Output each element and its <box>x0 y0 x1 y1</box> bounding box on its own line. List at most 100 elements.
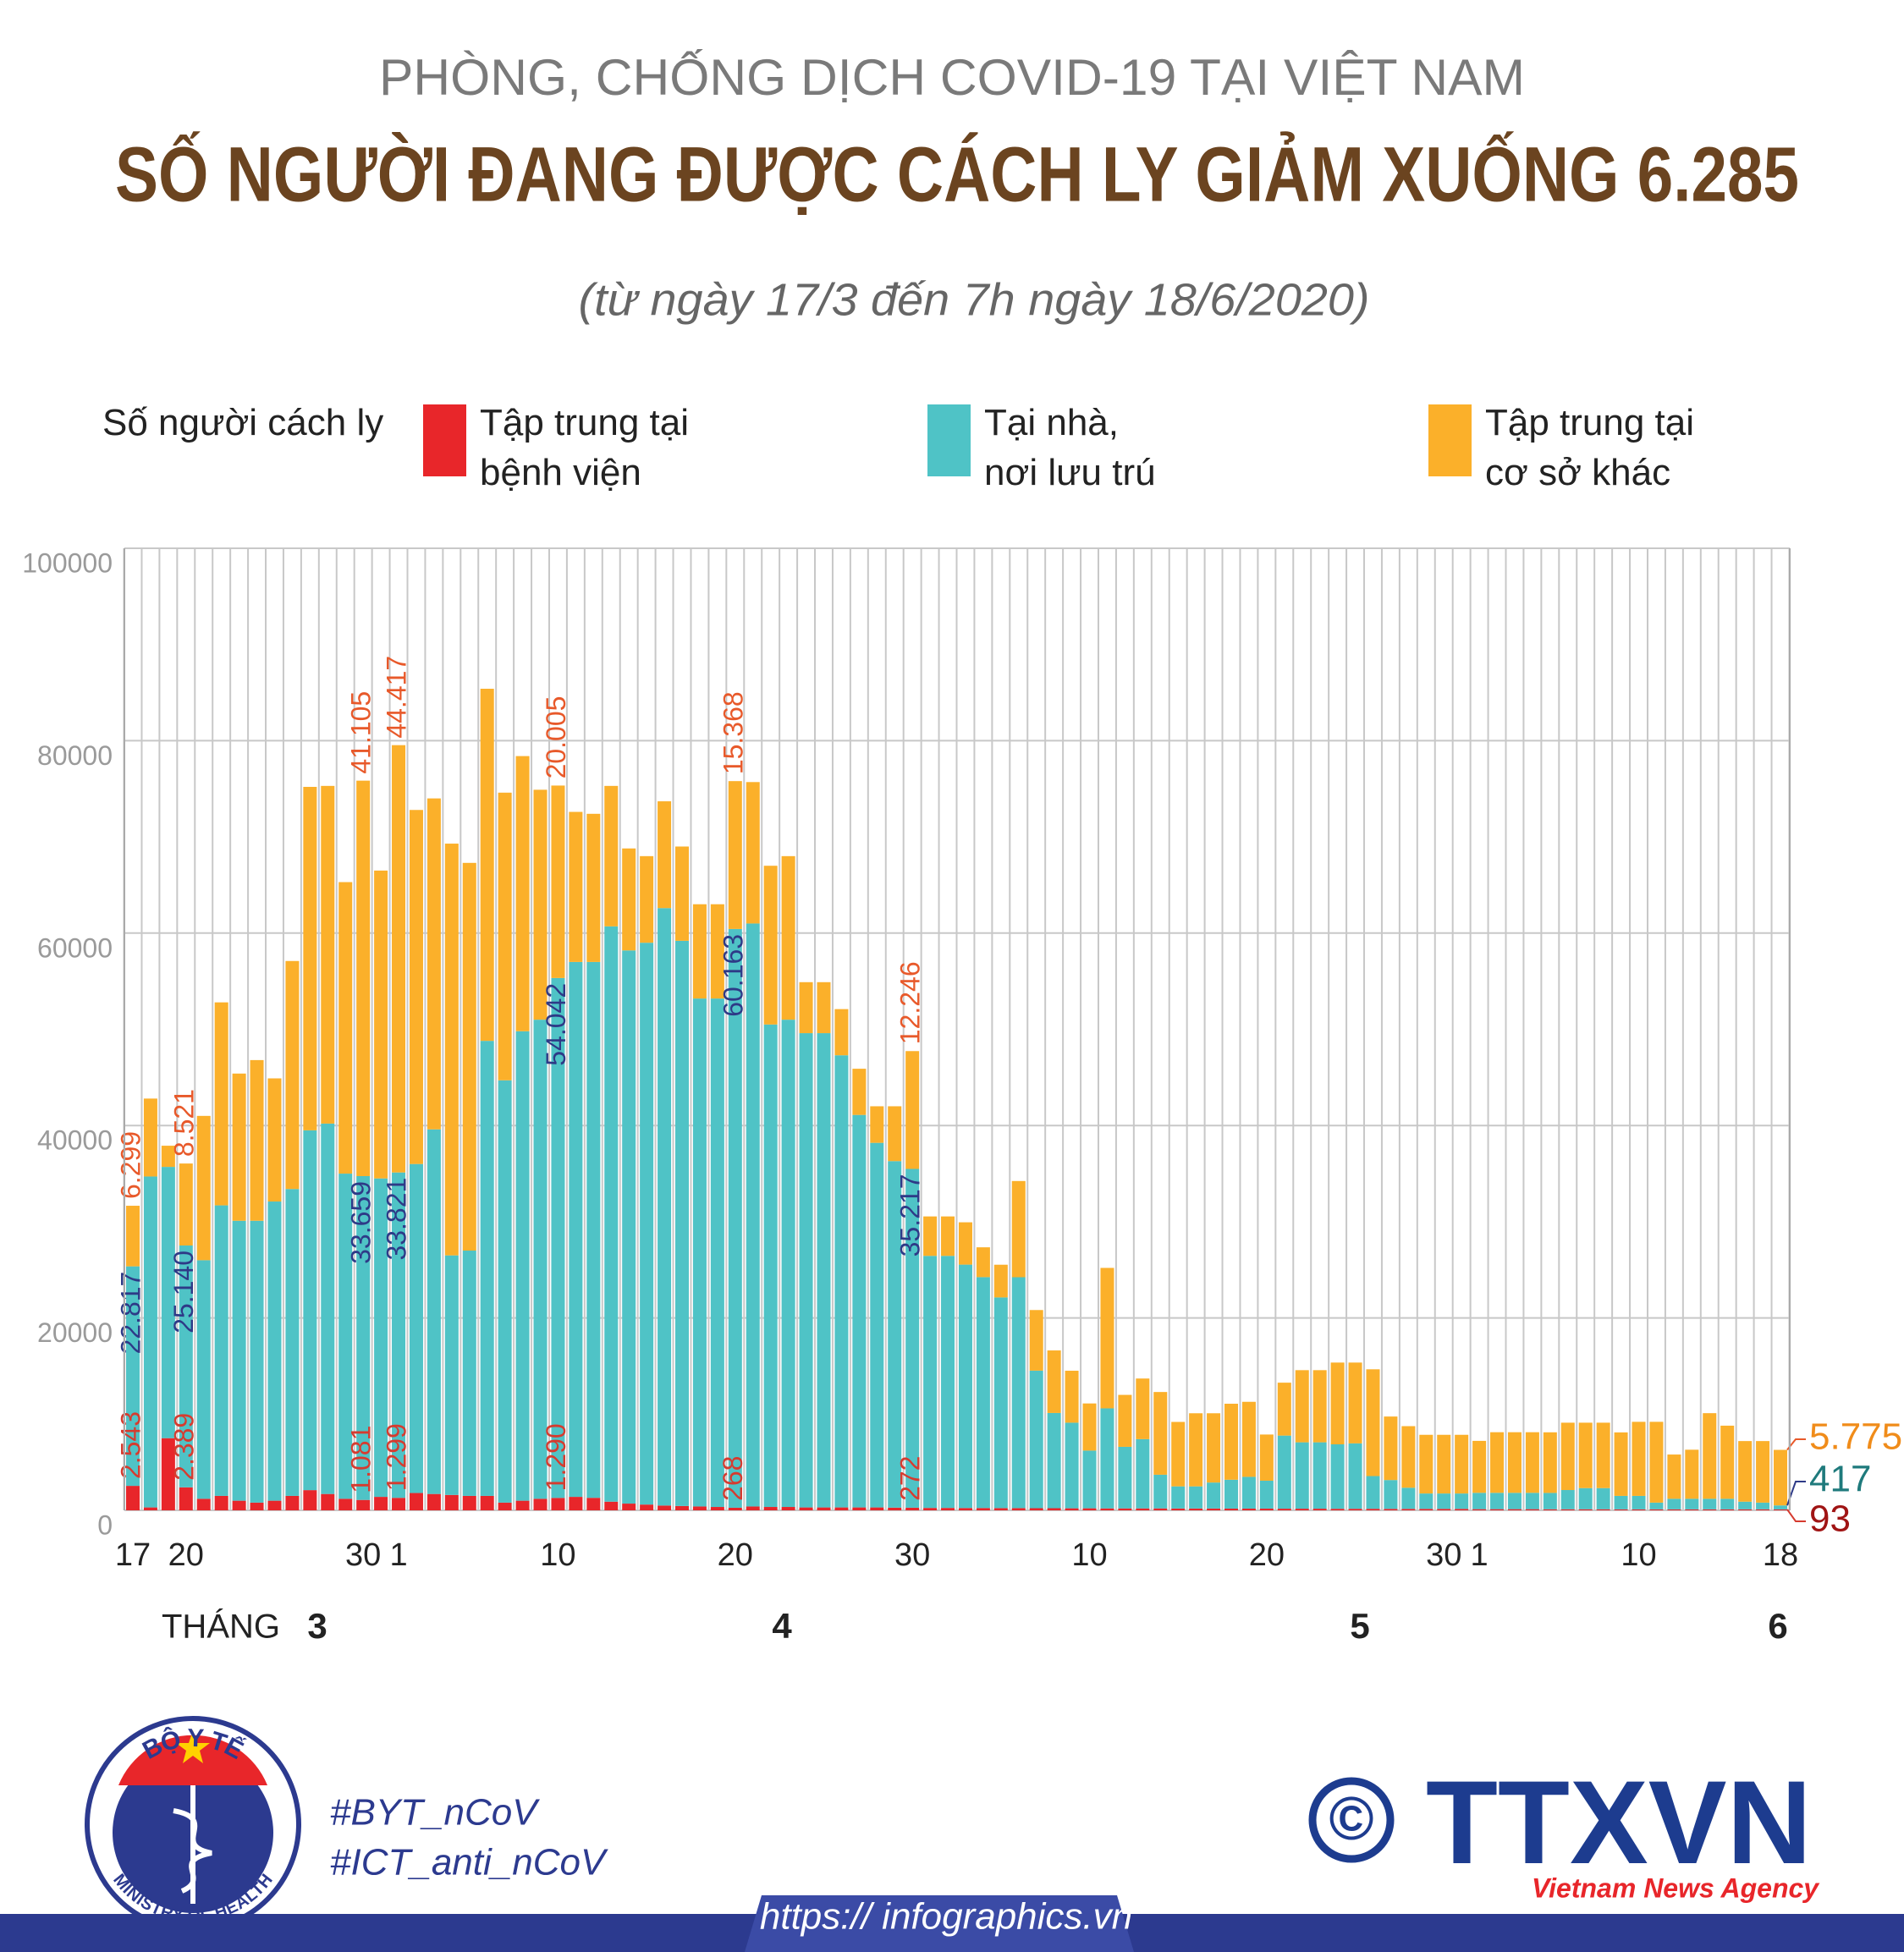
value-label: 35.217 <box>895 1174 926 1256</box>
value-label: 268 <box>718 1456 748 1501</box>
bar-segment <box>1348 1362 1362 1443</box>
bar-segment <box>976 1247 990 1278</box>
x-tick-label: 20 <box>1249 1537 1285 1573</box>
bar-segment <box>143 1507 157 1510</box>
bar-segment <box>1100 1267 1114 1409</box>
bar-segment <box>250 1059 264 1221</box>
bar-segment <box>1738 1441 1753 1502</box>
x-tick-label: 30 <box>1426 1537 1461 1573</box>
bar-segment <box>604 785 619 927</box>
bar-segment <box>1241 1508 1256 1510</box>
bar-segment <box>586 813 601 962</box>
legend-swatch <box>423 404 466 476</box>
bar-segment <box>1649 1502 1664 1509</box>
value-label: 44.417 <box>381 656 411 739</box>
bar-segment <box>1259 1508 1274 1510</box>
subtitle: (từ ngày 17/3 đến 7h ngày 18/6/2020) <box>579 274 1370 325</box>
bar-segment <box>1756 1509 1770 1510</box>
bar-segment <box>444 1255 459 1495</box>
value-label: 93 <box>1809 1498 1851 1540</box>
bar-segment <box>1525 1493 1539 1509</box>
bar-segment <box>941 1508 955 1510</box>
bar-segment <box>179 1245 193 1487</box>
bar-segment <box>1224 1479 1238 1509</box>
value-label: 12.246 <box>895 961 926 1044</box>
bar-segment <box>1082 1508 1097 1510</box>
bar-segment <box>1720 1509 1735 1510</box>
bar-segment <box>1330 1362 1345 1445</box>
bar-segment <box>409 810 423 1164</box>
bar-segment <box>179 1163 193 1245</box>
bar-segment <box>1153 1474 1168 1509</box>
bar-segment <box>1632 1421 1646 1496</box>
bar-segment <box>409 1493 423 1510</box>
bar-segment <box>1384 1416 1398 1481</box>
bar-segment <box>923 1508 938 1510</box>
bar-segment <box>1100 1408 1114 1509</box>
bar-segment <box>958 1264 972 1509</box>
value-label: 2.389 <box>168 1413 199 1481</box>
bar-segment <box>1153 1392 1168 1475</box>
bar-segment <box>569 961 583 1498</box>
bar-segment <box>604 1501 619 1510</box>
bar-segment <box>692 998 707 1507</box>
bar-segment <box>1029 1370 1043 1509</box>
bar-segment <box>1330 1444 1345 1509</box>
bar-segment <box>781 1020 795 1508</box>
bar-segment <box>356 780 371 1177</box>
bar-segment <box>1011 1277 1026 1509</box>
bar-segment <box>196 1498 211 1510</box>
y-tick-label: 80000 <box>37 740 113 771</box>
bar-segment <box>658 801 672 909</box>
bar-segment <box>941 1216 955 1256</box>
bar-segment <box>888 1106 902 1162</box>
bar-segment <box>143 1098 157 1177</box>
bar-segment <box>1366 1369 1380 1476</box>
month-label: 3 <box>307 1606 327 1646</box>
bar-segment <box>1153 1508 1168 1510</box>
bar-segment <box>374 870 388 1179</box>
bar-segment <box>515 756 530 1031</box>
bar-segment <box>285 1495 300 1510</box>
bar-segment <box>888 1507 902 1510</box>
value-label: 417 <box>1809 1459 1871 1500</box>
bar-segment <box>905 1507 920 1510</box>
bar-segment <box>710 904 724 999</box>
bar-segment <box>392 745 406 1173</box>
bar-segment <box>374 1178 388 1498</box>
bar-segment <box>321 1123 335 1494</box>
legend-label: Tập trung tại bệnh viện <box>480 402 690 493</box>
bar-segment <box>1401 1509 1416 1510</box>
month-label: 5 <box>1350 1606 1369 1646</box>
bar-segment <box>1171 1421 1186 1487</box>
bar-segment <box>232 1500 246 1510</box>
x-tick-label: 10 <box>1621 1537 1656 1573</box>
bar-segment <box>604 926 619 1502</box>
value-label: 1.290 <box>541 1423 571 1491</box>
chart-title: SỐ NGƯỜI ĐANG ĐƯỢC CÁCH LY GIẢM XUỐNG 6.… <box>115 130 1799 217</box>
agency-name: TTXVN <box>1426 1756 1812 1889</box>
bar-segment <box>1507 1509 1522 1510</box>
bar-segment <box>1295 1509 1309 1510</box>
x-tick-label: 20 <box>168 1537 204 1573</box>
bar-segment <box>303 1130 317 1491</box>
bar-segment <box>1596 1422 1610 1488</box>
value-label: 1.299 <box>381 1423 411 1491</box>
bar-segment <box>143 1176 157 1508</box>
bar-segment <box>1241 1401 1256 1477</box>
bar-segment <box>1455 1434 1469 1494</box>
bar-segment <box>1774 1449 1787 1506</box>
bar-segment <box>1136 1378 1150 1439</box>
bar-segment <box>444 844 459 1256</box>
bar-segment <box>870 1106 884 1143</box>
bar-segment <box>1047 1350 1061 1413</box>
bar-segment <box>1507 1432 1522 1493</box>
bar-segment <box>1774 1509 1787 1510</box>
bar-segment <box>1136 1508 1150 1510</box>
bar-segment <box>426 1129 441 1494</box>
bar-segment <box>1490 1493 1505 1509</box>
value-label: 8.521 <box>168 1089 199 1157</box>
bar-segment <box>746 923 760 1507</box>
x-tick-label: 30 <box>345 1537 381 1573</box>
bar-segment <box>161 1146 175 1168</box>
